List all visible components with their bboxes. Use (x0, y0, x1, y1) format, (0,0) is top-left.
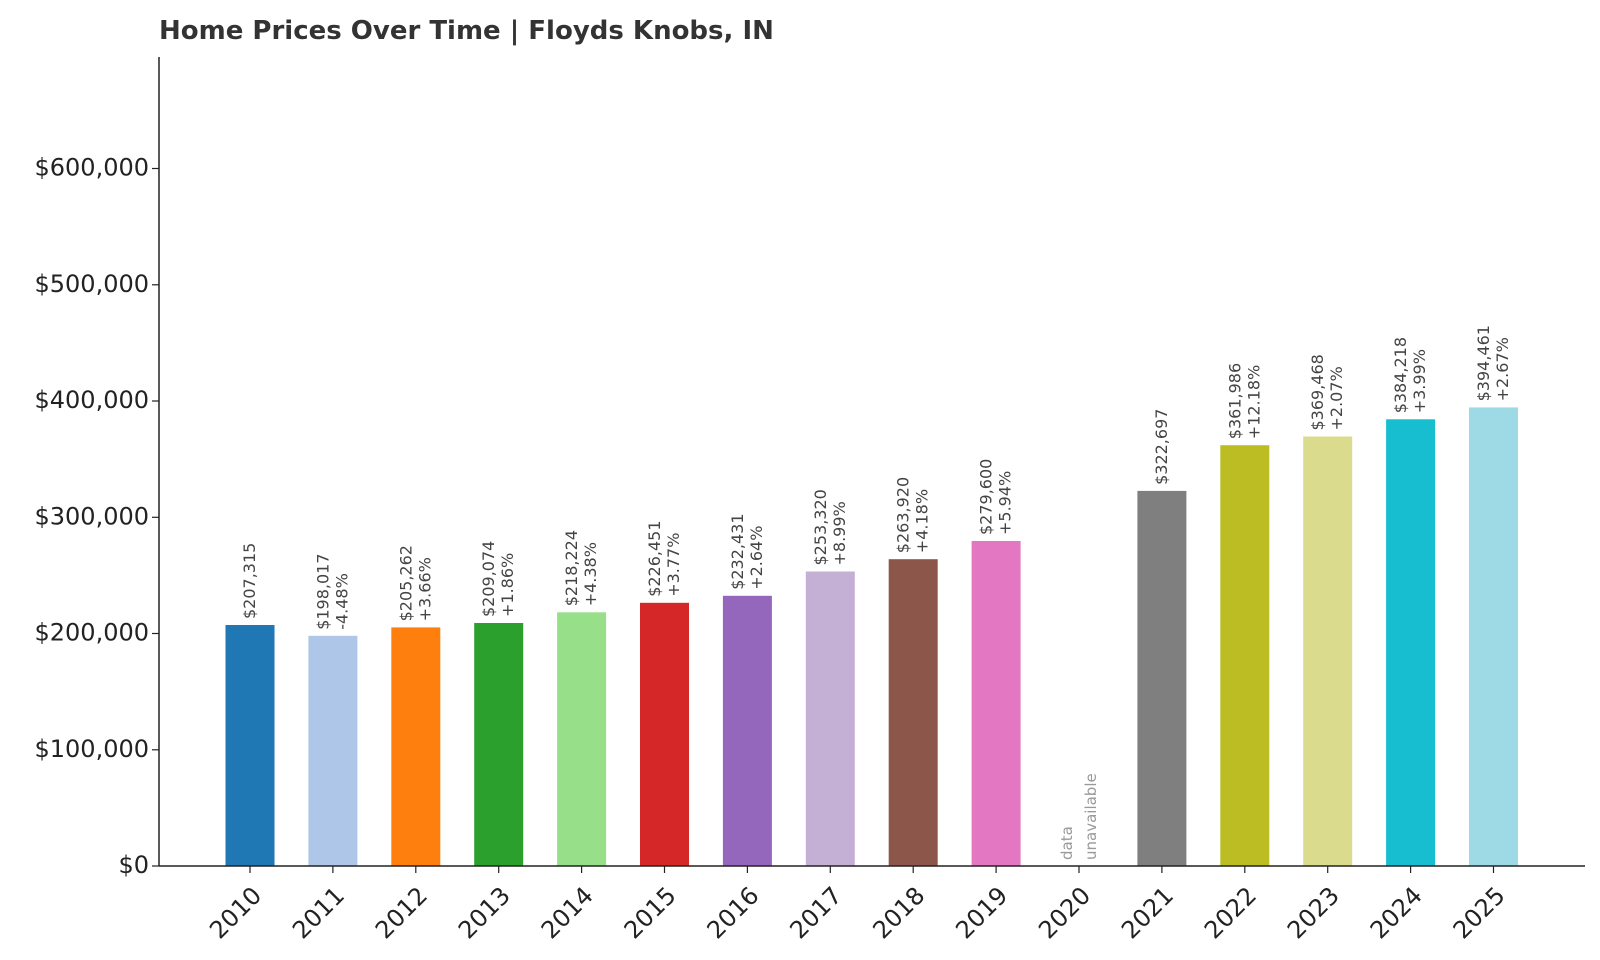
value-label-2010: $207,315 (240, 543, 259, 619)
y-tick-label: $600,000 (34, 154, 149, 182)
x-tick-label-2019: 2019 (950, 881, 1013, 944)
x-tick-label-2011: 2011 (287, 881, 350, 944)
value-label-2024: $384,218 (1391, 337, 1410, 413)
x-tick-label-2025: 2025 (1448, 881, 1511, 944)
change-label-2024: +3.99% (1410, 349, 1429, 413)
change-label-2023: +2.07% (1327, 366, 1346, 430)
bar-2021 (1137, 490, 1187, 866)
x-tick-label-2016: 2016 (702, 881, 765, 944)
y-tick-label: $100,000 (34, 735, 149, 763)
change-label-2012: +3.66% (415, 557, 434, 621)
change-label-2013: +1.86% (498, 553, 517, 617)
value-label-2011: $198,017 (313, 553, 332, 629)
value-label-2019: $279,600 (977, 459, 996, 535)
bar-2016 (722, 595, 772, 866)
x-tick-label-2023: 2023 (1282, 881, 1345, 944)
change-label-2019: +5.94% (996, 471, 1015, 535)
value-label-2013: $209,074 (479, 541, 498, 617)
bar-2014 (557, 612, 607, 866)
x-tick-label-2017: 2017 (785, 881, 848, 944)
y-tick-label: $0 (118, 851, 149, 879)
change-label-2025: +2.67% (1493, 337, 1512, 401)
x-tick-label-2024: 2024 (1365, 881, 1428, 944)
change-label-2015: +3.77% (664, 533, 683, 597)
x-tick-label-2010: 2010 (204, 881, 267, 944)
value-label-2023: $369,468 (1308, 354, 1327, 430)
x-tick-label-2014: 2014 (536, 881, 599, 944)
value-label-2022: $361,986 (1225, 363, 1244, 439)
change-label-2018: +4.18% (913, 489, 932, 553)
value-label-2021: $322,697 (1152, 409, 1171, 485)
value-label-2017: $253,320 (811, 489, 830, 565)
change-label-2014: +4.38% (581, 542, 600, 606)
y-tick-label: $400,000 (34, 386, 149, 414)
bar-2012 (391, 627, 441, 866)
value-label-2014: $218,224 (562, 530, 581, 606)
bar-2018 (888, 559, 938, 866)
x-tick-label-2015: 2015 (619, 881, 682, 944)
bar-2013 (474, 623, 524, 866)
y-tick-label: $200,000 (34, 619, 149, 647)
change-label-2011: -4.48% (332, 573, 351, 630)
change-label-2022: +12.18% (1244, 365, 1263, 439)
bar-2011 (308, 635, 358, 866)
value-label-2025: $394,461 (1474, 325, 1493, 401)
x-tick-label-2020: 2020 (1033, 881, 1096, 944)
y-tick-label: $500,000 (34, 270, 149, 298)
bar-2025 (1469, 407, 1518, 866)
x-tick-label-2018: 2018 (867, 881, 930, 944)
bar-2022 (1220, 445, 1270, 866)
change-label-2017: +8.99% (830, 501, 849, 565)
bar-2015 (640, 602, 689, 866)
bar-2023 (1303, 436, 1353, 866)
value-label-2018: $263,920 (894, 477, 913, 553)
bar-2017 (805, 571, 855, 866)
bar-2024 (1386, 419, 1436, 866)
value-label-2016: $232,431 (728, 513, 747, 589)
chart-title: Home Prices Over Time | Floyds Knobs, IN (159, 16, 774, 46)
bar-2010 (225, 625, 275, 866)
x-tick-label-2021: 2021 (1116, 881, 1179, 944)
x-tick-label-2013: 2013 (453, 881, 516, 944)
bar-2019 (971, 541, 1021, 866)
value-label-2015: $226,451 (645, 520, 664, 596)
x-tick-label-2012: 2012 (370, 881, 433, 944)
x-tick-label-2022: 2022 (1199, 881, 1262, 944)
change-label-2016: +2.64% (747, 526, 766, 590)
missing-data-label: unavailable (1082, 773, 1100, 860)
y-tick-label: $300,000 (34, 502, 149, 530)
value-label-2012: $205,262 (396, 545, 415, 621)
missing-data-label: data (1058, 826, 1076, 860)
